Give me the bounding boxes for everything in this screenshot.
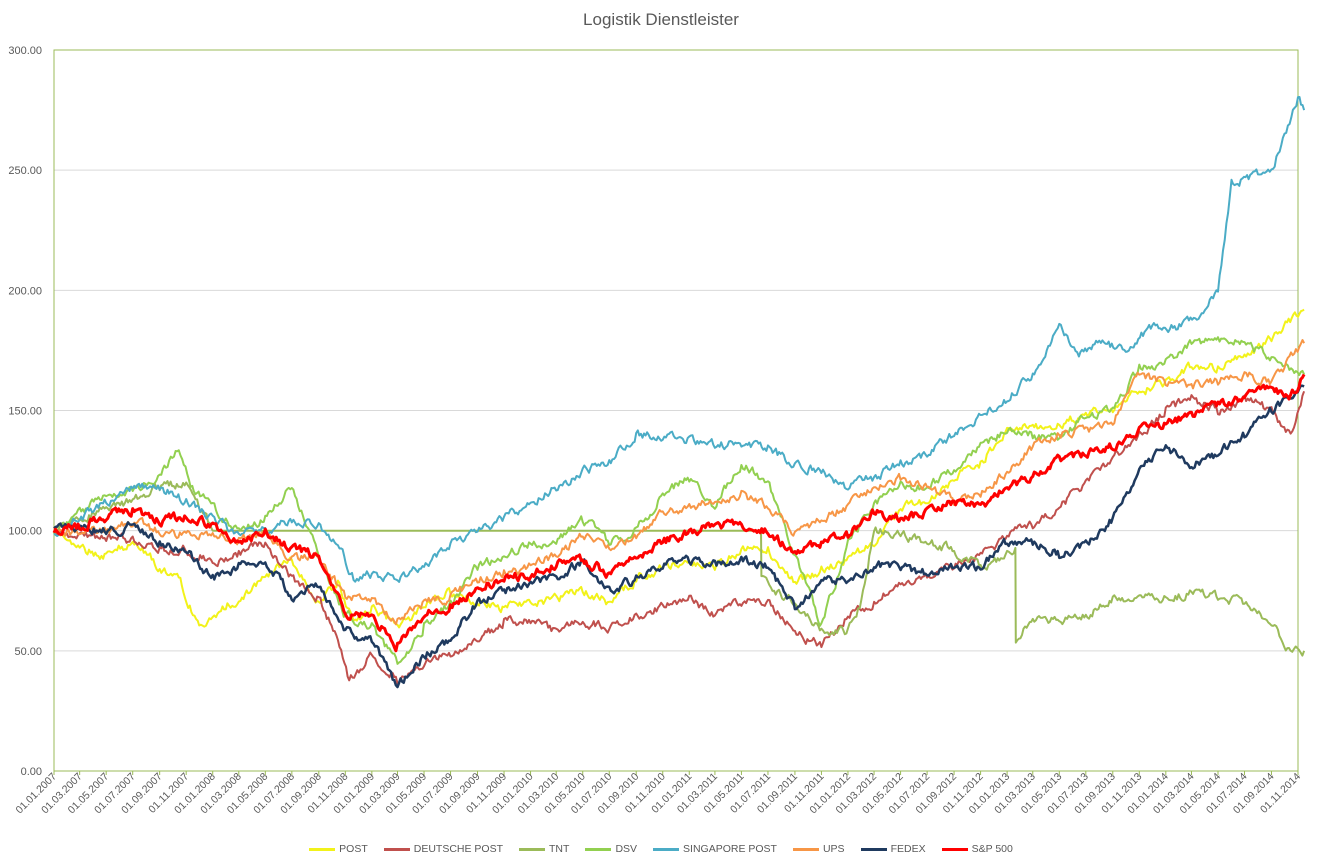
legend-swatch bbox=[383, 847, 410, 851]
legend-swatch bbox=[860, 847, 887, 851]
legend-swatch bbox=[653, 847, 680, 851]
y-tick-label: 250.00 bbox=[8, 165, 42, 177]
legend: POST DEUTSCHE POST TNT DSV SINGAPORE POST UPS… bbox=[0, 840, 1322, 858]
legend-label: POST bbox=[339, 843, 368, 855]
legend-label: DEUTSCHE POST bbox=[413, 843, 504, 855]
legend-swatch bbox=[941, 847, 968, 851]
legend-label: S&P 500 bbox=[971, 843, 1013, 855]
series-lines bbox=[52, 96, 1306, 689]
legend-label: FEDEX bbox=[890, 843, 926, 855]
series-line-fedex bbox=[53, 384, 1305, 689]
y-axis: 0.00 50.00 100.00 150.00 200.00 250.00 300.00 bbox=[8, 45, 42, 778]
legend-swatch bbox=[519, 847, 546, 851]
y-tick-label: 100.00 bbox=[8, 526, 42, 538]
legend-item: POST bbox=[309, 843, 368, 855]
y-tick-label: 300.00 bbox=[8, 45, 42, 57]
legend-label: SINGAPORE POST bbox=[683, 843, 777, 855]
y-tick-label: 50.00 bbox=[14, 646, 42, 658]
series-line-deutsche-post bbox=[53, 390, 1306, 685]
series-line-post bbox=[53, 308, 1305, 629]
series-line-singapore-post bbox=[53, 96, 1306, 583]
legend-item: DSV bbox=[585, 843, 637, 855]
legend-item: S&P 500 bbox=[941, 843, 1013, 855]
legend-item: TNT bbox=[519, 843, 569, 855]
series-line-tnt bbox=[53, 480, 1306, 657]
legend-swatch bbox=[585, 847, 612, 851]
y-tick-label: 0.00 bbox=[21, 766, 42, 778]
y-tick-label: 150.00 bbox=[8, 406, 42, 418]
series-line-s-p-500 bbox=[52, 373, 1306, 653]
series-line-dsv bbox=[53, 336, 1306, 665]
legend-item: UPS bbox=[792, 843, 845, 855]
y-tick-label: 200.00 bbox=[8, 285, 42, 297]
legend-swatch bbox=[309, 847, 336, 851]
legend-label: DSV bbox=[615, 843, 638, 855]
legend-item: DEUTSCHE POST bbox=[383, 843, 504, 855]
legend-swatch bbox=[792, 847, 819, 851]
legend-label: UPS bbox=[822, 843, 845, 855]
legend-label: TNT bbox=[549, 843, 570, 855]
chart-title: Logistik Dienstleister bbox=[583, 10, 739, 29]
legend-item: FEDEX bbox=[860, 843, 926, 855]
legend-item: SINGAPORE POST bbox=[653, 843, 777, 855]
x-axis: 01.01.200701.03.200701.05.200701.07.2007… bbox=[13, 771, 1303, 817]
